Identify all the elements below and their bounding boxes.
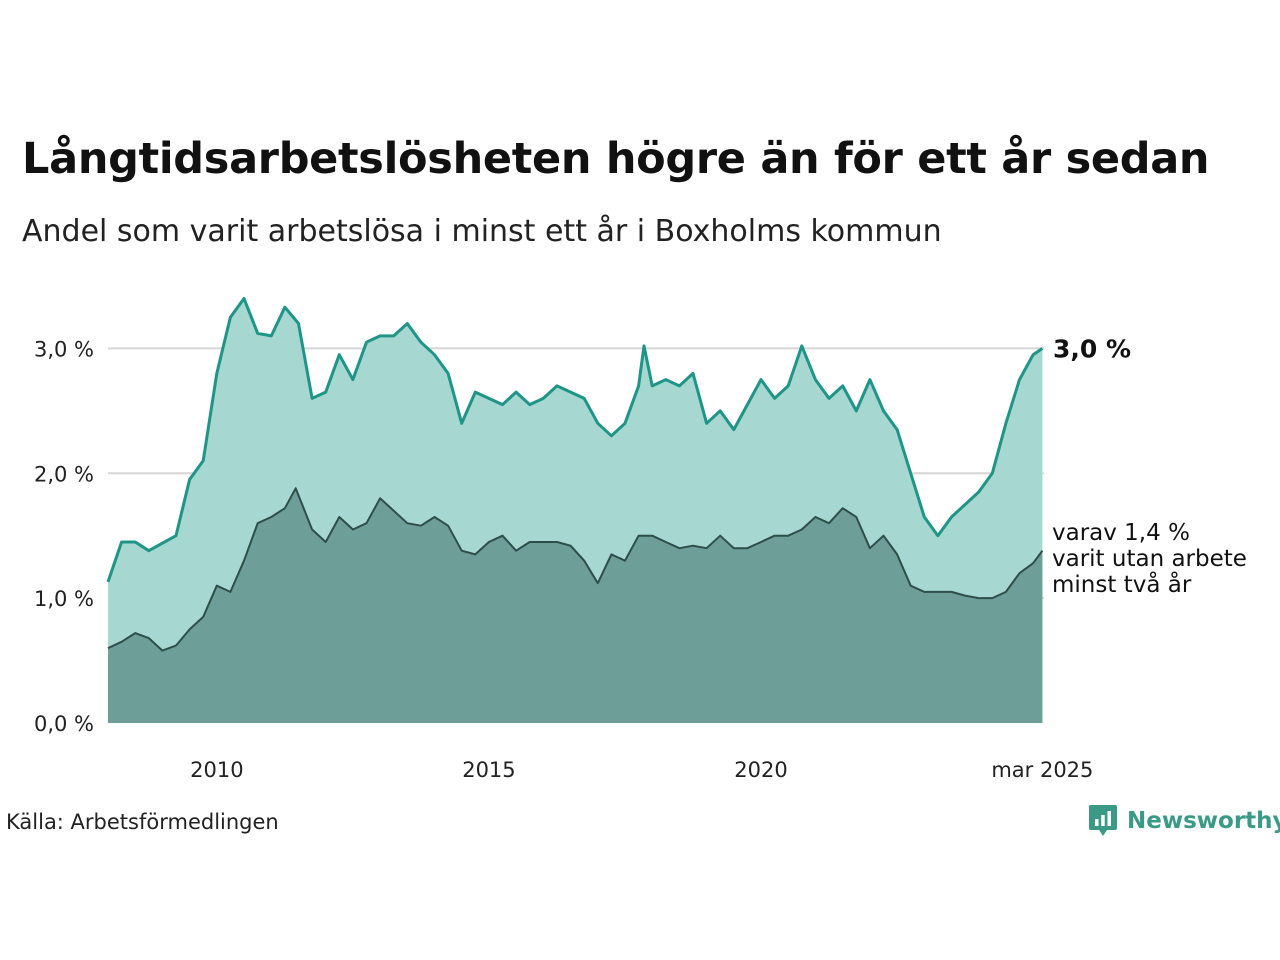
y-tick-label: 0,0 % <box>34 712 94 736</box>
source-note: Källa: Arbetsförmedlingen <box>6 810 279 834</box>
x-tick-label: 2015 <box>462 758 515 782</box>
end-label-two-years-line: varav 1,4 % <box>1052 520 1190 546</box>
newsworthy-logo-icon <box>1089 805 1117 836</box>
x-tick-label: 2020 <box>734 758 787 782</box>
newsworthy-logo: Newsworthy <box>1088 803 1280 839</box>
y-tick-label: 3,0 % <box>34 337 94 361</box>
end-label-long-term: 3,0 % <box>1053 334 1131 363</box>
area-unemployed-two-years <box>108 488 1043 723</box>
y-tick-label: 1,0 % <box>34 587 94 611</box>
end-label-two-years-line: varit utan arbete <box>1052 546 1247 572</box>
x-tick-label: 2010 <box>190 758 243 782</box>
chart-areas <box>106 297 1044 723</box>
line-unemployed-two-years <box>107 487 1044 652</box>
newsworthy-logo-text: Newsworthy <box>1127 808 1280 834</box>
end-label-two-years-line: minst två år <box>1052 570 1192 598</box>
y-axis-ticks: 0,0 % 1,0 % 2,0 % 3,0 % <box>34 337 94 736</box>
line-long-term-unemployed <box>106 297 1044 583</box>
y-tick-label: 2,0 % <box>34 462 94 486</box>
x-tick-label: mar 2025 <box>991 758 1093 782</box>
chart-subtitle: Andel som varit arbetslösa i minst ett å… <box>22 214 942 249</box>
chart-title: Långtidsarbetslösheten högre än för ett … <box>22 134 1210 184</box>
x-axis-ticks: 2010 2015 2020 mar 2025 <box>190 758 1093 782</box>
